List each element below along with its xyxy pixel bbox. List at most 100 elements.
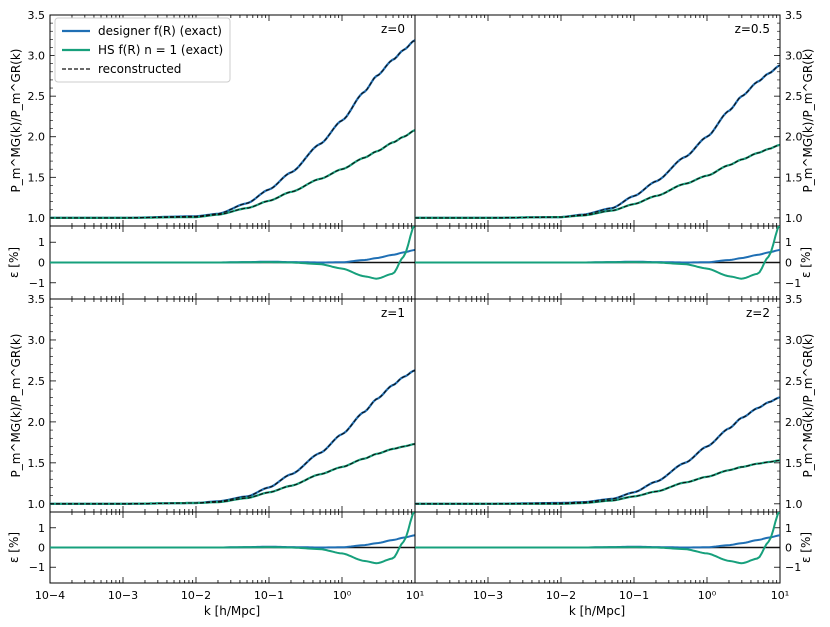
x-ticks [49, 299, 416, 583]
ratio-y-tick-label: 3.5 [28, 9, 46, 22]
ratio-y-tick-label: 3.5 [785, 9, 803, 22]
legend-frame [54, 17, 231, 83]
ratio-y-tick-label: 2.5 [28, 90, 46, 103]
x-axis-label-right: k [h/Mpc] [569, 604, 625, 618]
ratio-y-tick-label: 3.0 [785, 50, 803, 63]
ratio-series [415, 396, 780, 505]
hs-ratio-line [415, 459, 780, 505]
ratio-y-tick-label: 2.0 [785, 131, 803, 144]
hs-error-line [415, 512, 780, 565]
legend: designer f(R) (exact) HS f(R) n = 1 (exa… [54, 17, 231, 83]
ratio-y-tick-label: 1.5 [28, 457, 46, 470]
ratio-y-tick-label: 3.0 [785, 334, 803, 347]
ratio-y-tick-label: 2.5 [785, 90, 803, 103]
ratio-y-tick-label: 2.0 [28, 416, 46, 429]
error-y-tick-label: 1 [785, 236, 792, 249]
x-tick-label: 10−4 [35, 589, 65, 602]
x-tick-label: 10−2 [546, 589, 576, 602]
x-tick-label: 10¹ [406, 589, 424, 602]
panel-z-0-5: 1.0 1.5 2.0 2.5 3.0 3.5 1 0 −1 P_m^MG(k)/P_m^GR(k… [414, 9, 815, 300]
ratio-axes-frame [49, 298, 416, 513]
hs-ratio-line [415, 143, 780, 219]
error-y-tick-label: −1 [29, 561, 45, 574]
x-tick-label: 10⁰ [698, 589, 717, 602]
panel-z-1: 10−4 10−3 10−2 10−1 10⁰ 10¹1.01.52.02.53.03.5… [7, 293, 424, 602]
designer-error-line [415, 534, 780, 549]
designer-ratio-line [415, 396, 780, 505]
ratio-y-axis-label: P_m^MG(k)/P_m^GR(k) [9, 49, 23, 193]
legend-label-designer: designer f(R) (exact) [98, 24, 222, 38]
error-series [50, 226, 415, 280]
error-y-tick-label: −1 [785, 561, 801, 574]
hs-reconstructed-line [415, 144, 780, 219]
x-tick-label: 10¹ [771, 589, 789, 602]
designer-error-line [415, 248, 780, 264]
ratio-y-tick-label: 1.0 [785, 498, 803, 511]
hs-ratio-line [50, 442, 415, 505]
panels-grid: 1.01.52.02.53.03.510−1P_m^MG(k)/P_m^GR(k… [7, 9, 815, 602]
ratio-y-tick-label: 3.0 [28, 334, 46, 347]
hs-reconstructed-line [50, 129, 415, 219]
x-tick-label: 10−1 [254, 589, 284, 602]
hs-ratio-line [50, 129, 415, 219]
ratio-y-tick-label: 1.0 [785, 212, 803, 225]
ratio-y-tick-label: 1.5 [28, 171, 46, 184]
ratio-y-tick-label: 3.0 [28, 50, 46, 63]
hs-error-line [50, 512, 415, 565]
error-y-tick-label: −1 [29, 277, 45, 290]
panel-redshift-label: z=0.5 [735, 22, 770, 36]
error-y-axis-label: ε [%] [7, 247, 21, 278]
error-series [50, 512, 415, 565]
designer-ratio-line [415, 64, 780, 219]
hs-error-line [415, 226, 780, 280]
designer-reconstructed-line [50, 369, 415, 505]
ratio-y-tick-label: 1.5 [785, 171, 803, 184]
x-tick-label: 10−3 [473, 589, 503, 602]
panel-redshift-label: z=0 [381, 22, 405, 36]
ratio-y-tick-label: 2.0 [28, 131, 46, 144]
ratio-axes-frame [414, 14, 781, 227]
error-y-axis-label: ε [%] [799, 247, 813, 278]
ratio-y-axis-label: P_m^MG(k)/P_m^GR(k) [801, 49, 815, 193]
hs-reconstructed-line [415, 459, 780, 505]
designer-error-line [50, 534, 415, 549]
ratio-y-tick-label: 2.5 [28, 375, 46, 388]
ratio-y-tick-label: 1.5 [785, 457, 803, 470]
hs-error-line [50, 226, 415, 280]
ratio-y-axis-label: P_m^MG(k)/P_m^GR(k) [801, 334, 815, 478]
panel-z-2: 10−3 10−2 10−1 10⁰ 10¹1.01.52.02.53.03.510−1… [414, 293, 815, 602]
x-axis-label-left: k [h/Mpc] [204, 604, 260, 618]
error-y-tick-label: 1 [38, 236, 45, 249]
ratio-axes-frame [414, 298, 781, 513]
hs-reconstructed-line [50, 443, 415, 505]
ratio-y-tick-label: 2.0 [785, 416, 803, 429]
designer-ratio-line [50, 369, 415, 505]
x-tick-label: 10−3 [108, 589, 138, 602]
x-tick-label: 10−1 [619, 589, 649, 602]
designer-reconstructed-line [415, 64, 780, 219]
error-y-tick-label: 0 [785, 542, 792, 555]
legend-label-hs: HS f(R) n = 1 (exact) [98, 43, 223, 57]
x-ticks [414, 299, 781, 583]
x-tick-label: 10⁰ [333, 589, 352, 602]
legend-label-reconstructed: reconstructed [98, 62, 181, 76]
x-ticks [414, 15, 781, 299]
x-tick-label: 10−2 [181, 589, 211, 602]
error-series [415, 512, 780, 565]
panel-redshift-label: z=2 [746, 306, 770, 320]
ratio-y-tick-label: 2.5 [785, 375, 803, 388]
ratio-series [50, 369, 415, 505]
ratio-y-axis-label: P_m^MG(k)/P_m^GR(k) [9, 334, 23, 478]
error-y-tick-label: −1 [785, 277, 801, 290]
ratio-y-tick-label: 3.5 [785, 293, 803, 306]
ratio-series [50, 39, 415, 219]
panel-redshift-label: z=1 [381, 306, 405, 320]
ratio-y-tick-label: 3.5 [28, 293, 46, 306]
error-series [415, 226, 780, 280]
error-y-tick-label: 1 [38, 522, 45, 535]
designer-error-line [50, 248, 415, 264]
ratio-y-tick-label: 1.0 [28, 212, 46, 225]
error-y-tick-label: 0 [38, 257, 45, 270]
error-y-axis-label: ε [%] [799, 532, 813, 563]
